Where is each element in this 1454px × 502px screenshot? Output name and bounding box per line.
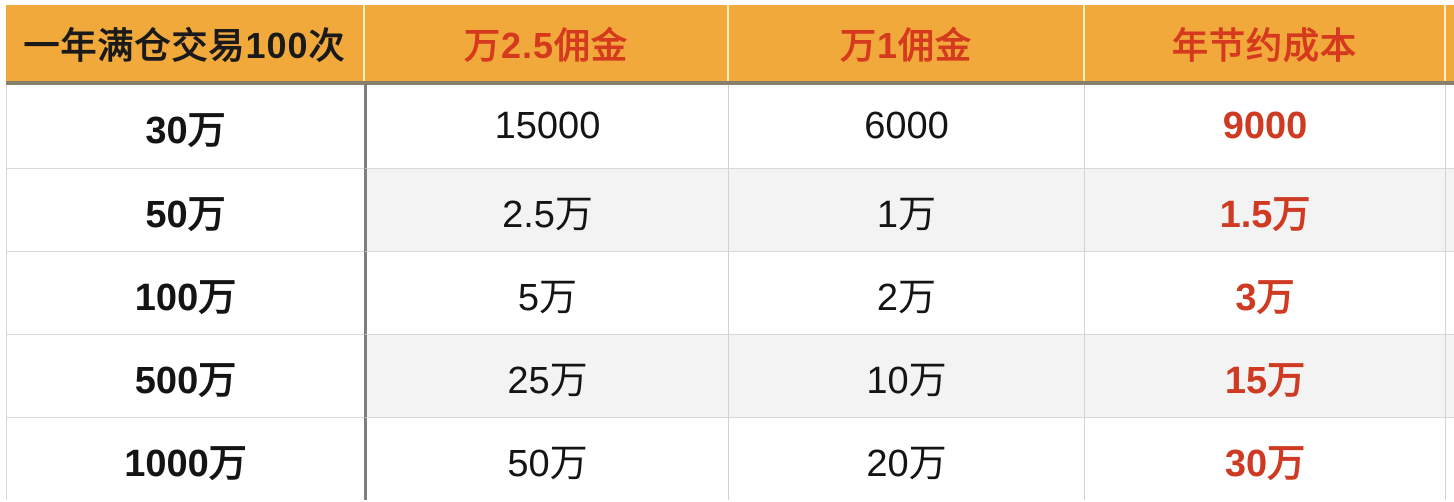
cell-fee25: 2.5万 — [364, 168, 728, 251]
header-cell-capital: 一年满仓交易100次 — [6, 5, 363, 81]
cell-fee1: 10万 — [728, 334, 1084, 417]
cell-capital: 500万 — [7, 334, 364, 417]
cell-saving: 15万 — [1084, 334, 1445, 417]
cell-fee1: 2万 — [728, 251, 1084, 334]
header-cell-saving: 年节约成本 — [1083, 5, 1444, 81]
cell-fee25: 5万 — [364, 251, 728, 334]
cell-saving: 9000 — [1084, 85, 1445, 168]
cell-fee1: 20万 — [728, 417, 1084, 500]
table-row: 30万 15000 6000 9000 — [7, 85, 1454, 168]
table-body: 30万 15000 6000 9000 50万 2.5万 1万 1.5万 100万 5万 2万 3万 5… — [6, 85, 1454, 500]
cell-cutoff — [1445, 85, 1454, 168]
cell-capital: 100万 — [7, 251, 364, 334]
commission-comparison-table: 一年满仓交易100次 万2.5佣金 万1佣金 年节约成本 30万 15000 600… — [6, 5, 1454, 500]
cell-fee25: 50万 — [364, 417, 728, 500]
header-cell-fee1: 万1佣金 — [727, 5, 1083, 81]
cell-cutoff — [1445, 334, 1454, 417]
cell-capital: 50万 — [7, 168, 364, 251]
table-row: 1000万 50万 20万 30万 — [7, 417, 1454, 500]
table-header-row: 一年满仓交易100次 万2.5佣金 万1佣金 年节约成本 — [6, 5, 1454, 85]
cell-cutoff — [1445, 417, 1454, 500]
header-cell-cutoff — [1444, 5, 1454, 81]
cell-capital: 30万 — [7, 85, 364, 168]
table-row: 50万 2.5万 1万 1.5万 — [7, 168, 1454, 251]
cell-capital: 1000万 — [7, 417, 364, 500]
cell-saving: 3万 — [1084, 251, 1445, 334]
table-row: 500万 25万 10万 15万 — [7, 334, 1454, 417]
cell-cutoff — [1445, 251, 1454, 334]
header-cell-fee25: 万2.5佣金 — [363, 5, 727, 81]
cell-fee25: 25万 — [364, 334, 728, 417]
cell-saving: 30万 — [1084, 417, 1445, 500]
cell-fee1: 6000 — [728, 85, 1084, 168]
cell-cutoff — [1445, 168, 1454, 251]
cell-saving: 1.5万 — [1084, 168, 1445, 251]
cell-fee1: 1万 — [728, 168, 1084, 251]
table-row: 100万 5万 2万 3万 — [7, 251, 1454, 334]
cell-fee25: 15000 — [364, 85, 728, 168]
